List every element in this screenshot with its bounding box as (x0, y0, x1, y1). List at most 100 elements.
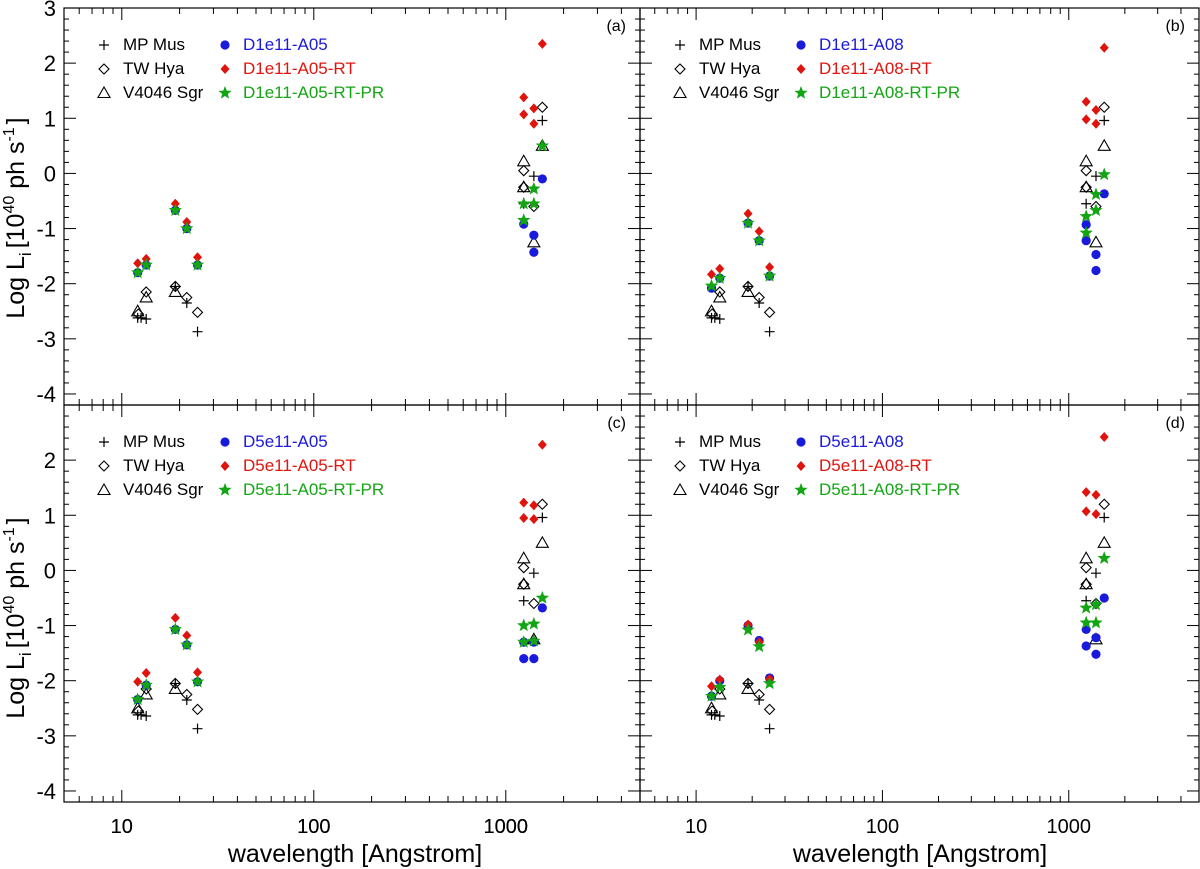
data-point (743, 208, 753, 219)
x-tick-label: 100 (297, 816, 330, 838)
data-point (517, 561, 530, 574)
y-tick-label: -4 (36, 779, 56, 804)
data-point (1097, 551, 1111, 564)
data-point (741, 681, 755, 695)
data-point (190, 257, 205, 271)
data-point (1079, 600, 1093, 614)
data-point (1080, 164, 1092, 177)
data-point (1079, 180, 1094, 193)
data-point (528, 597, 540, 610)
series-d1e11-a05 (133, 174, 547, 278)
data-point (169, 677, 182, 690)
y-tick-label: 1 (44, 106, 56, 131)
legend-marker (220, 437, 230, 447)
series-tw-hya (706, 101, 1110, 320)
series-v4046-sgr (704, 535, 1112, 714)
y-tick-label: -1 (36, 217, 56, 242)
data-point (519, 654, 529, 664)
data-point (537, 115, 548, 126)
legend-marker (218, 483, 232, 496)
legend-marker (218, 86, 232, 99)
data-point (1091, 118, 1101, 129)
legend-marker (796, 461, 806, 471)
data-point (536, 498, 549, 511)
data-point (1081, 114, 1091, 125)
data-point (193, 252, 203, 263)
legend-label: D1e11-A08-RT (819, 59, 932, 78)
data-point (1090, 568, 1101, 579)
data-point (528, 568, 539, 579)
data-point (762, 676, 777, 690)
data-point (140, 286, 152, 298)
data-point (130, 304, 145, 317)
series-d5e11-a05-rt (133, 439, 547, 687)
data-point (527, 616, 541, 630)
legend-label: TW Hya (123, 59, 185, 78)
panel-d: 10 100 1000 (d) MP Mus TW Hya V4046 Sgr D5e11-A… (639, 404, 1200, 838)
data-point (715, 263, 725, 274)
data-point (1090, 171, 1101, 182)
x-tick-label: 10 (685, 816, 707, 838)
series-d5e11-a05 (133, 603, 547, 705)
panel-label: (b) (1165, 18, 1185, 35)
series-mp-mus (132, 115, 548, 337)
data-point (741, 622, 755, 636)
data-point (753, 291, 765, 304)
legend-marker (796, 64, 806, 74)
data-point (1079, 225, 1093, 239)
legend-label: TW Hya (699, 456, 761, 475)
data-point (535, 590, 549, 604)
legend-label: TW Hya (123, 456, 185, 475)
series-mp-mus (132, 512, 548, 734)
data-point (529, 500, 539, 511)
data-point (741, 216, 755, 229)
data-point (752, 639, 766, 653)
panel-b: (b) MP Mus TW Hya V4046 Sgr D1e11-A08 D1e11-A… (639, 7, 1200, 406)
data-point (714, 313, 725, 324)
legend-marker (97, 85, 111, 99)
legend-label: V4046 Sgr (123, 480, 204, 499)
data-point (182, 630, 192, 641)
data-point (537, 174, 547, 184)
data-point (1081, 236, 1091, 246)
data-point (519, 497, 529, 508)
legend-marker (675, 40, 685, 50)
series-tw-hya (132, 101, 549, 320)
legend-label: D1e11-A05 (243, 35, 328, 54)
data-point (529, 514, 539, 525)
data-point (139, 290, 154, 303)
data-point (141, 313, 152, 324)
data-point (1079, 154, 1094, 167)
x-tick-label: 100 (866, 816, 899, 838)
legend-label: D1e11-A05-RT-PR (243, 83, 384, 102)
data-point (1079, 209, 1093, 223)
data-point (537, 38, 547, 49)
data-point (181, 291, 193, 304)
data-point (1079, 551, 1094, 564)
data-point (517, 213, 531, 226)
data-point (192, 326, 203, 337)
x-tick-label: 10 (111, 816, 133, 838)
data-point (529, 118, 539, 129)
y-tick-label: 2 (44, 448, 56, 473)
data-point (133, 676, 143, 687)
y-tick-label: -3 (36, 327, 56, 352)
data-point (193, 667, 203, 678)
data-point (1081, 641, 1091, 651)
legend-label: D1e11-A05-RT (243, 59, 356, 78)
series-d1e11-a05-rt (133, 38, 547, 269)
data-point (168, 203, 182, 217)
data-point (1091, 649, 1101, 659)
y-tick-label: 3 (44, 0, 56, 21)
y-axis-label: Log Li[1040 ph s-1] (1, 117, 35, 318)
data-point (192, 723, 203, 734)
data-point (713, 680, 727, 693)
data-point (516, 577, 531, 590)
x-tick-label: 1000 (1047, 816, 1092, 838)
data-point (753, 688, 765, 701)
data-point (1089, 235, 1103, 248)
data-point (1091, 105, 1101, 116)
data-point (1091, 509, 1101, 520)
legend-label: D1e11-A08-RT-PR (819, 83, 960, 102)
